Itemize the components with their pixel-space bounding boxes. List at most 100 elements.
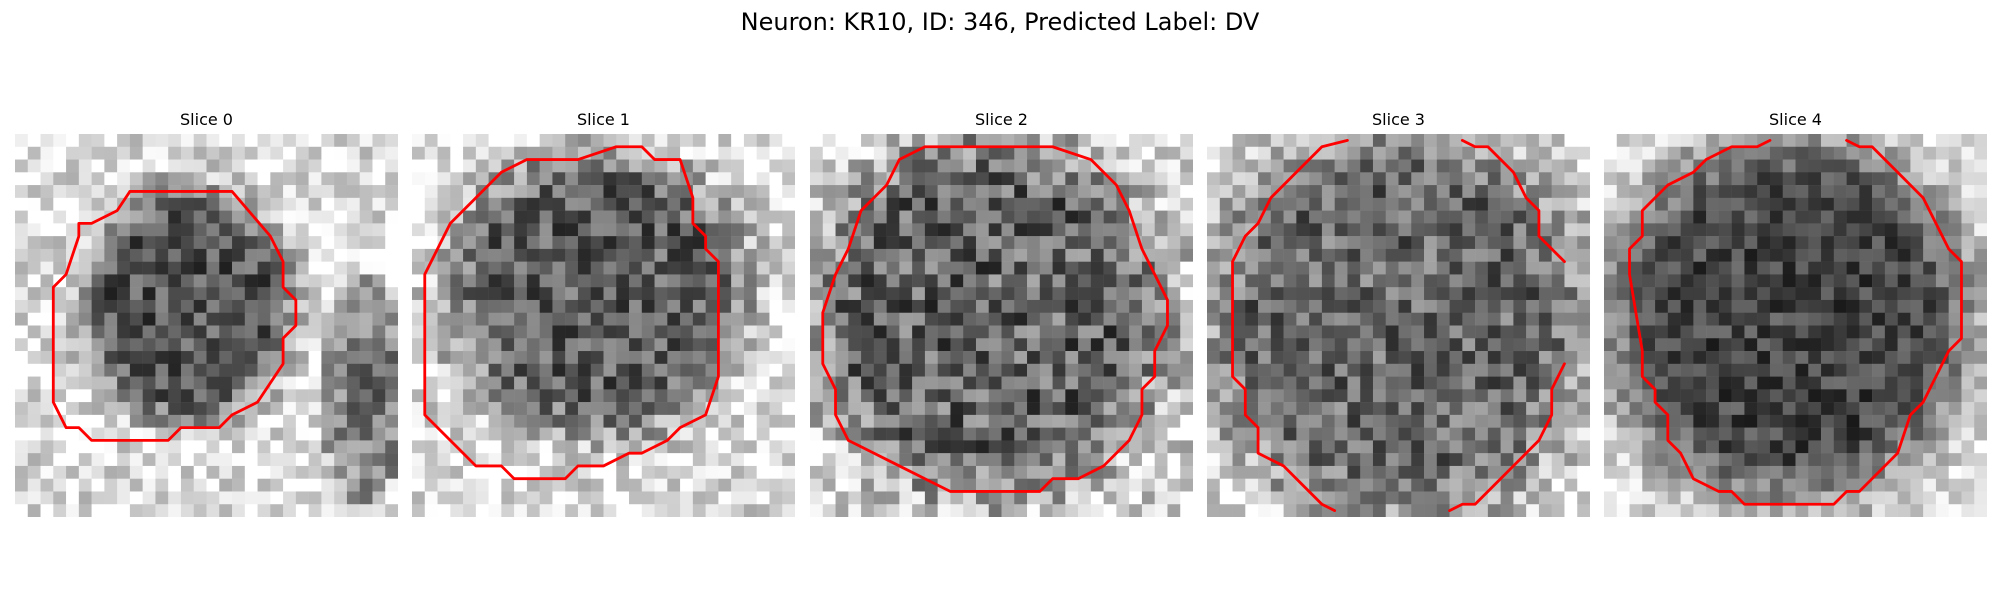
pixel-cell	[886, 197, 900, 211]
pixel-cell	[463, 185, 477, 199]
pixel-cell	[552, 427, 566, 441]
pixel-cell	[1846, 376, 1860, 390]
pixel-cell	[1347, 478, 1361, 492]
pixel-cell	[1372, 491, 1386, 505]
pixel-cell	[718, 210, 732, 224]
pixel-cell	[1014, 376, 1028, 390]
pixel-cell	[295, 197, 309, 211]
pixel-cell	[308, 299, 322, 313]
pixel-cell	[899, 440, 913, 454]
pixel-cell	[129, 338, 143, 352]
pixel-cell	[346, 146, 360, 160]
pixel-cell	[155, 440, 169, 454]
pixel-cell	[718, 287, 732, 301]
pixel-cell	[1961, 351, 1975, 365]
pixel-cell	[1731, 261, 1745, 275]
pixel-cell	[1833, 427, 1847, 441]
pixel-cell	[718, 325, 732, 339]
pixel-cell	[590, 465, 604, 479]
pixel-cell	[1321, 376, 1335, 390]
pixel-cell	[629, 146, 643, 160]
pixel-cell	[1258, 223, 1272, 237]
pixel-cell	[886, 236, 900, 250]
pixel-cell	[912, 261, 926, 275]
pixel-cell	[1334, 338, 1348, 352]
pixel-cell	[718, 248, 732, 262]
pixel-cell	[1577, 261, 1590, 275]
pixel-cell	[1398, 172, 1412, 186]
pixel-cell	[270, 185, 284, 199]
pixel-cell	[1487, 465, 1501, 479]
pixel-cell	[1538, 197, 1552, 211]
pixel-cell	[988, 159, 1002, 173]
pixel-cell	[1526, 504, 1540, 517]
segmentation-contour	[821, 145, 1169, 493]
pixel-cell	[873, 351, 887, 365]
pixel-cell	[705, 491, 719, 505]
pixel-cell	[1564, 197, 1578, 211]
pixel-cell	[1680, 159, 1694, 173]
pixel-cell	[1219, 440, 1233, 454]
pixel-cell	[1475, 159, 1489, 173]
pixel-cell	[1052, 504, 1066, 517]
pixel-cell	[1334, 261, 1348, 275]
pixel-cell	[963, 325, 977, 339]
pixel-cell	[129, 146, 143, 160]
pixel-cell	[731, 465, 745, 479]
pixel-cell	[692, 236, 706, 250]
pixel-cell	[424, 210, 438, 224]
pixel-cell	[91, 351, 105, 365]
pixel-cell	[654, 338, 668, 352]
pixel-cell	[1884, 223, 1898, 237]
pixel-cell	[1129, 363, 1143, 377]
pixel-cell	[1065, 465, 1079, 479]
pixel-cell	[1385, 491, 1399, 505]
pixel-cell	[412, 287, 426, 301]
pixel-cell	[1334, 363, 1348, 377]
pixel-cell	[78, 491, 92, 505]
pixel-cell	[104, 134, 118, 148]
pixel-cell	[912, 210, 926, 224]
pixel-cell	[565, 389, 579, 403]
pixel-cell	[295, 287, 309, 301]
pixel-cell	[822, 453, 836, 467]
pixel-cell	[950, 389, 964, 403]
pixel-cell	[756, 325, 770, 339]
pixel-cell	[1769, 389, 1783, 403]
pixel-cell	[616, 197, 630, 211]
pixel-cell	[539, 299, 553, 313]
pixel-cell	[257, 146, 271, 160]
pixel-cell	[1360, 223, 1374, 237]
pixel-cell	[206, 134, 220, 148]
pixel-cell	[1706, 491, 1720, 505]
pixel-cell	[1436, 376, 1450, 390]
pixel-cell	[616, 134, 630, 148]
pixel-cell	[78, 453, 92, 467]
pixel-cell	[1385, 299, 1399, 313]
pixel-cell	[308, 414, 322, 428]
pixel-cell	[232, 287, 246, 301]
pixel-cell	[539, 363, 553, 377]
pixel-cell	[577, 287, 591, 301]
pixel-cell	[1667, 376, 1681, 390]
pixel-cell	[1577, 491, 1590, 505]
pixel-cell	[1245, 351, 1259, 365]
pixel-cell	[1808, 427, 1822, 441]
pixel-cell	[129, 134, 143, 148]
pixel-cell	[1103, 504, 1117, 517]
pixel-cell	[629, 389, 643, 403]
pixel-cell	[1309, 427, 1323, 441]
pixel-cell	[1014, 351, 1028, 365]
pixel-cell	[1884, 465, 1898, 479]
pixel-cell	[1500, 287, 1514, 301]
pixel-cell	[1283, 261, 1297, 275]
pixel-cell	[1180, 376, 1193, 390]
pixel-cell	[1116, 223, 1130, 237]
pixel-cell	[1232, 223, 1246, 237]
pixel-cell	[1078, 325, 1092, 339]
pixel-cell	[321, 402, 335, 416]
pixel-cell	[334, 389, 348, 403]
pixel-cell	[1245, 210, 1259, 224]
pixel-cell	[1948, 210, 1962, 224]
